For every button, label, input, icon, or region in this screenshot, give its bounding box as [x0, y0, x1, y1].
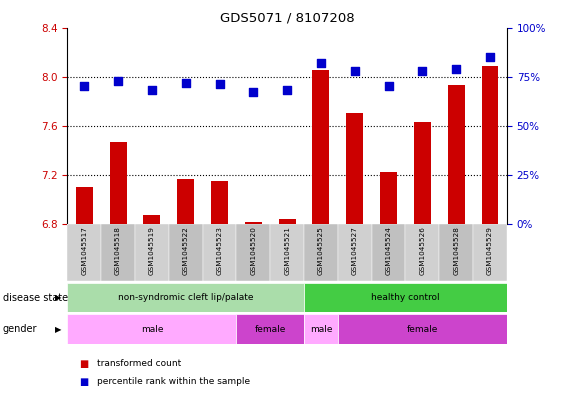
Text: GSM1045520: GSM1045520 — [250, 226, 256, 275]
Point — [384, 83, 393, 90]
Bar — [312, 70, 329, 224]
Text: transformed count: transformed count — [97, 359, 181, 368]
Point — [418, 68, 427, 74]
Text: GSM1045528: GSM1045528 — [453, 226, 459, 275]
Text: GSM1045527: GSM1045527 — [352, 226, 358, 275]
Bar — [270, 224, 304, 281]
Text: female: female — [254, 325, 286, 334]
Text: GSM1045523: GSM1045523 — [216, 226, 223, 275]
Text: ■: ■ — [79, 377, 88, 387]
Text: disease state: disease state — [3, 293, 68, 303]
Bar — [304, 224, 338, 281]
Bar — [67, 224, 101, 281]
Point — [248, 89, 258, 95]
Bar — [203, 224, 236, 281]
Point — [80, 83, 89, 90]
Text: GSM1045529: GSM1045529 — [487, 226, 493, 275]
Point — [215, 81, 224, 88]
Point — [114, 77, 123, 84]
Text: GSM1045519: GSM1045519 — [149, 226, 155, 275]
Text: GSM1045526: GSM1045526 — [420, 226, 425, 275]
Bar — [279, 219, 295, 224]
Bar — [236, 314, 304, 344]
Text: GSM1045518: GSM1045518 — [115, 226, 121, 275]
Bar — [304, 314, 338, 344]
Text: healthy control: healthy control — [371, 293, 440, 302]
Bar — [110, 142, 127, 224]
Text: gender: gender — [3, 324, 38, 334]
Bar — [177, 178, 194, 224]
Text: GDS5071 / 8107208: GDS5071 / 8107208 — [220, 12, 355, 25]
Point — [181, 79, 190, 86]
Bar — [67, 283, 304, 312]
Text: GSM1045521: GSM1045521 — [284, 226, 290, 275]
Point — [282, 87, 292, 94]
Text: ▶: ▶ — [55, 293, 62, 302]
Bar — [101, 224, 135, 281]
Text: ■: ■ — [79, 358, 88, 369]
Bar — [440, 224, 473, 281]
Bar — [338, 224, 372, 281]
Bar — [304, 283, 507, 312]
Point — [350, 68, 359, 74]
Text: male: male — [309, 325, 332, 334]
Text: GSM1045524: GSM1045524 — [386, 226, 391, 275]
Point — [147, 87, 156, 94]
Point — [316, 60, 326, 66]
Text: GSM1045517: GSM1045517 — [81, 226, 87, 275]
Bar — [169, 224, 203, 281]
Point — [451, 66, 461, 72]
Bar — [67, 314, 236, 344]
Bar — [211, 181, 228, 224]
Text: GSM1045522: GSM1045522 — [183, 226, 189, 275]
Text: GSM1045525: GSM1045525 — [318, 226, 324, 275]
Bar — [245, 222, 262, 224]
Bar — [473, 224, 507, 281]
Bar — [482, 66, 499, 224]
Text: female: female — [407, 325, 438, 334]
Bar — [135, 224, 169, 281]
Bar — [448, 85, 465, 224]
Bar — [236, 224, 270, 281]
Bar — [338, 314, 507, 344]
Bar — [414, 122, 431, 224]
Bar — [76, 187, 93, 224]
Bar — [346, 114, 363, 224]
Text: ▶: ▶ — [55, 325, 62, 334]
Bar — [372, 224, 406, 281]
Bar — [406, 224, 440, 281]
Bar — [144, 215, 161, 224]
Point — [485, 54, 495, 60]
Bar — [380, 173, 397, 224]
Text: percentile rank within the sample: percentile rank within the sample — [97, 378, 250, 386]
Text: non-syndromic cleft lip/palate: non-syndromic cleft lip/palate — [118, 293, 254, 302]
Text: male: male — [141, 325, 163, 334]
